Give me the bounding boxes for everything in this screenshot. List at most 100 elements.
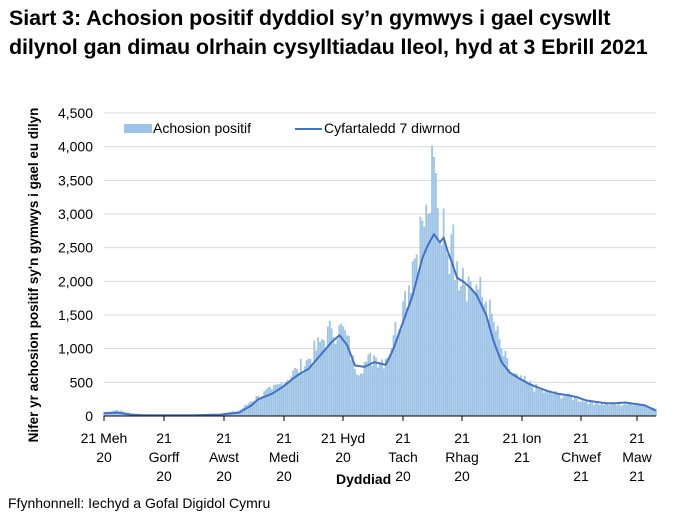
- x-tick-label: 21: [395, 430, 411, 446]
- bar: [479, 276, 482, 416]
- bar: [419, 216, 422, 416]
- bar: [431, 145, 433, 416]
- bar: [425, 204, 428, 416]
- bar: [324, 347, 327, 416]
- bar: [433, 156, 435, 416]
- bar: [519, 375, 522, 416]
- y-tick-label: 3,000: [58, 206, 93, 222]
- bar: [409, 292, 412, 416]
- legend-bar-swatch: [124, 124, 152, 133]
- bar: [294, 367, 296, 416]
- bar: [348, 336, 350, 416]
- bar: [599, 404, 601, 416]
- bar: [541, 389, 543, 416]
- source-note: Ffynhonnell: Iechyd a Gofal Digidol Cymr…: [8, 495, 271, 511]
- bar: [525, 380, 528, 416]
- y-tick-label: 2,500: [58, 240, 93, 256]
- legend-bar-label: Achosion positif: [153, 120, 251, 136]
- bar: [620, 405, 623, 416]
- bar: [610, 402, 613, 416]
- bar: [450, 234, 453, 416]
- bar: [527, 382, 530, 416]
- x-axis-title: Dyddiad: [336, 471, 392, 487]
- x-tick-label: 21: [156, 430, 172, 446]
- bar: [282, 387, 285, 416]
- bar: [548, 390, 551, 416]
- bar: [545, 390, 547, 416]
- bar: [651, 409, 653, 416]
- bar: [394, 321, 397, 416]
- bar: [365, 361, 368, 416]
- bar: [529, 380, 532, 416]
- bar: [452, 224, 455, 416]
- y-tick-label: 3,500: [58, 172, 93, 188]
- bar: [629, 403, 632, 416]
- bar: [355, 374, 358, 416]
- bar: [606, 403, 609, 416]
- bar: [261, 396, 264, 416]
- bar: [103, 411, 105, 416]
- bar: [570, 396, 572, 416]
- x-tick-label: Chwef: [561, 449, 601, 465]
- x-tick-label: Tach: [388, 449, 418, 465]
- bar: [500, 348, 503, 416]
- bar: [384, 358, 387, 416]
- bar: [535, 383, 538, 416]
- bar: [575, 398, 578, 416]
- bar: [338, 325, 341, 416]
- bar: [587, 404, 590, 416]
- bar: [475, 284, 478, 416]
- x-tick-label: Gorff: [149, 449, 180, 465]
- y-tick-label: 500: [70, 374, 94, 390]
- bar: [469, 281, 472, 416]
- bar: [255, 396, 258, 416]
- bar: [510, 373, 513, 416]
- bar: [460, 285, 462, 416]
- bar: [407, 285, 410, 416]
- x-tick-label: 21: [573, 468, 589, 484]
- bar: [558, 393, 561, 416]
- bar: [600, 402, 603, 416]
- bar: [647, 407, 650, 416]
- bar: [251, 401, 254, 416]
- x-tick-label: Rhag: [445, 449, 478, 465]
- bar: [628, 402, 630, 416]
- bar: [504, 350, 507, 416]
- bar: [361, 373, 364, 416]
- bar: [531, 386, 534, 416]
- bar: [249, 401, 252, 416]
- bar: [245, 404, 248, 416]
- bar: [247, 403, 250, 416]
- bar: [417, 272, 420, 416]
- bar: [492, 321, 495, 416]
- bar: [379, 363, 381, 416]
- bar: [371, 365, 374, 416]
- bar: [257, 395, 260, 416]
- bar: [321, 339, 323, 416]
- bar: [299, 358, 302, 416]
- x-tick-label: 21: [454, 430, 470, 446]
- bar: [614, 404, 617, 416]
- bar: [400, 329, 403, 416]
- bar: [518, 378, 520, 416]
- bar: [591, 402, 594, 416]
- bar: [435, 173, 437, 416]
- x-tick-label: 21: [216, 430, 232, 446]
- bar-series-achosion-positif: [103, 145, 657, 416]
- bar: [309, 358, 312, 416]
- x-tick-label: 21: [514, 449, 530, 465]
- legend: Achosion positif Cyfartaledd 7 diwrnod: [124, 120, 460, 136]
- bar: [639, 405, 642, 416]
- bar: [483, 304, 486, 416]
- bar: [618, 403, 621, 416]
- bar: [616, 405, 619, 416]
- bar: [608, 405, 611, 416]
- bar: [604, 403, 607, 416]
- bar: [269, 386, 271, 416]
- bar: [641, 405, 644, 416]
- y-tick-label: 4,000: [58, 139, 93, 155]
- bar: [272, 384, 275, 416]
- bar: [581, 400, 584, 416]
- x-tick-labels: 21 Meh 20 21 Gorff 20 21 Awst 20 21 Medi 20 21 Hyd 2…: [81, 430, 653, 484]
